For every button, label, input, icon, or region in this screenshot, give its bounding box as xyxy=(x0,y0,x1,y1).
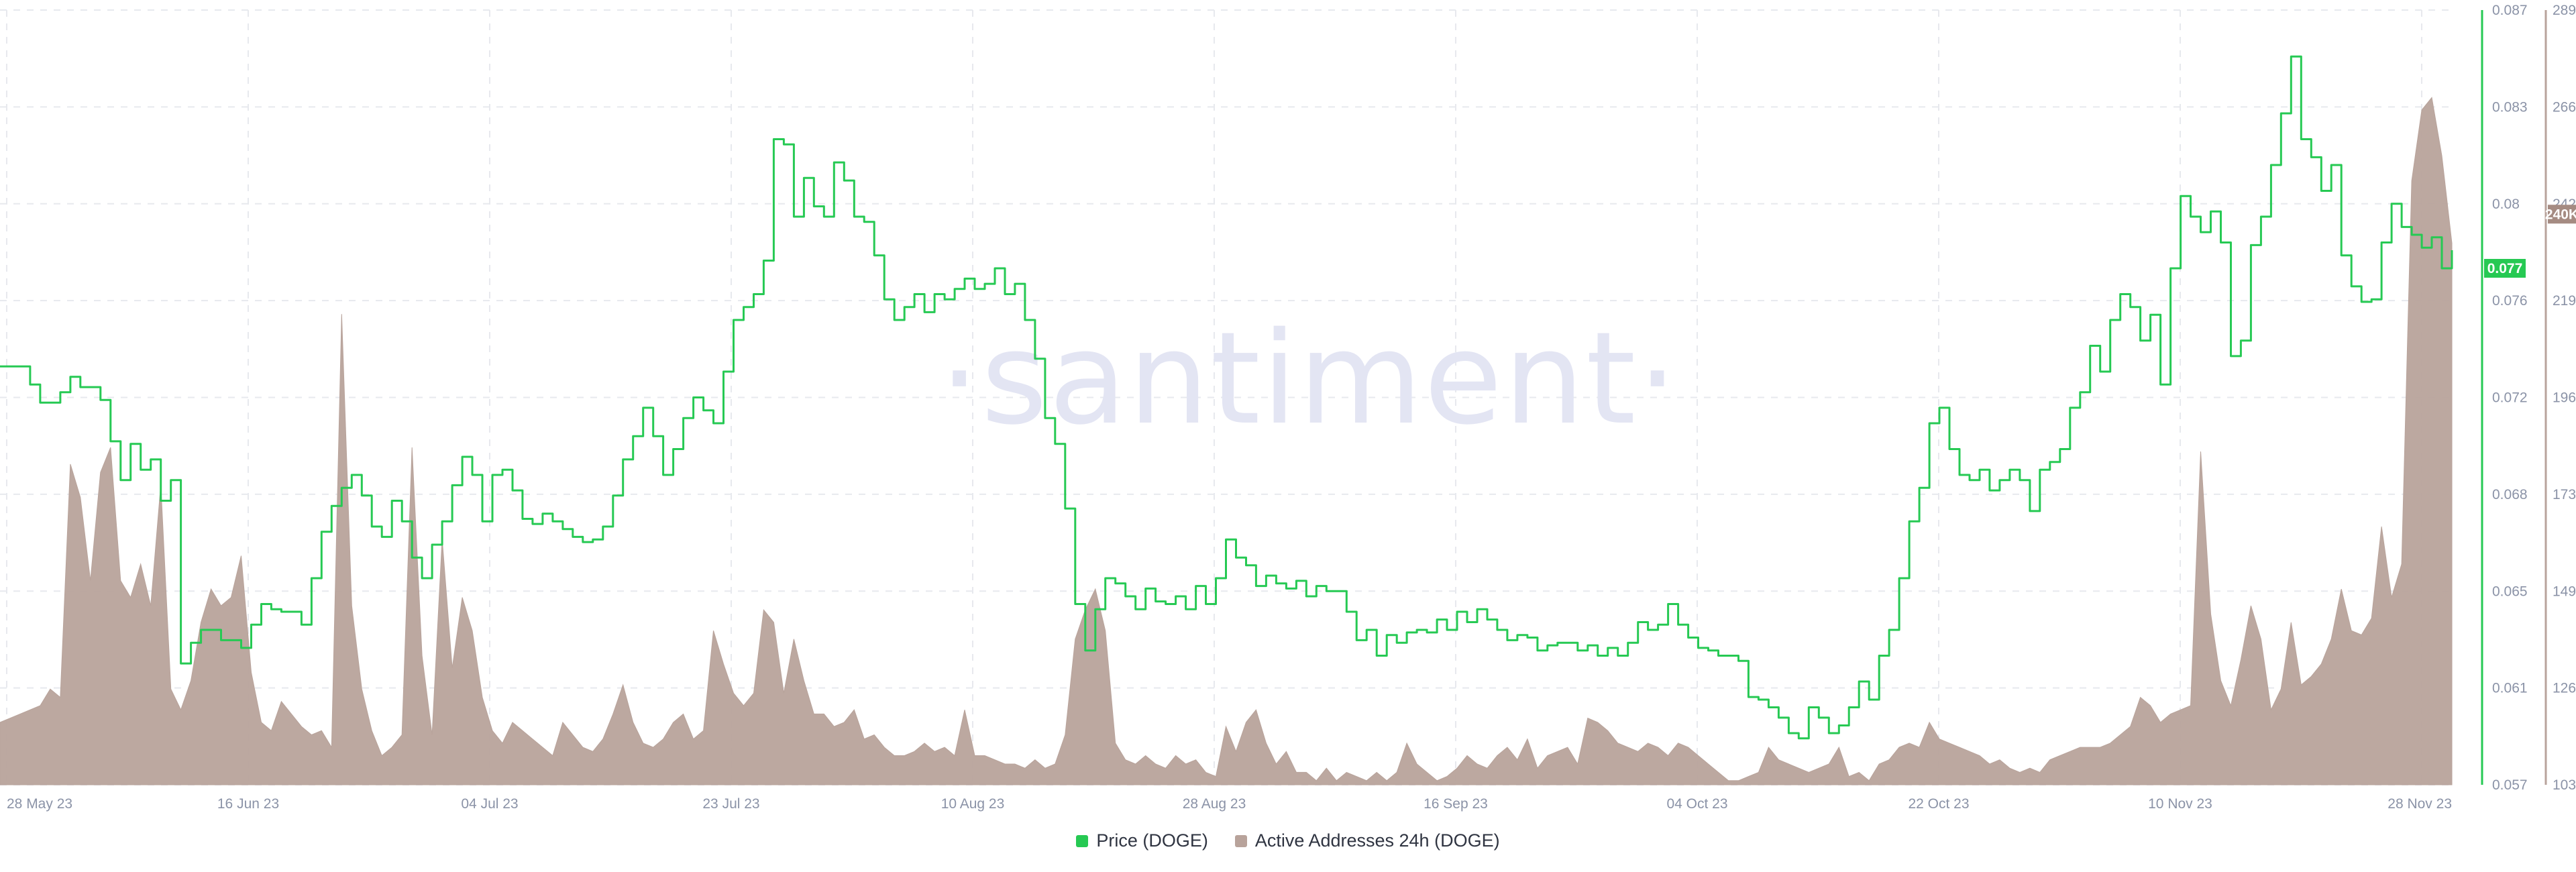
price-tick-label: 0.068 xyxy=(2492,487,2528,502)
x-tick-label: 10 Aug 23 xyxy=(941,796,1005,812)
current-value-tags: 0.077 240K xyxy=(2484,205,2576,278)
addresses-current-tag xyxy=(2548,205,2576,224)
addresses-tick-label: 173K xyxy=(2553,487,2576,502)
price-tick-label: 0.076 xyxy=(2492,293,2528,309)
price-tick-label: 0.065 xyxy=(2492,584,2528,599)
addresses-tick-label: 219K xyxy=(2553,293,2576,309)
price-series-line xyxy=(0,55,2453,740)
price-tick-label: 0.057 xyxy=(2492,777,2528,793)
addresses-tick-label: 103K xyxy=(2553,777,2576,793)
legend-price-label: Price (DOGE) xyxy=(1096,830,1208,851)
addresses-axis-ticks: 289K266K242K219K196K173K149K126K103K xyxy=(2553,3,2576,793)
x-tick-label: 16 Jun 23 xyxy=(217,796,279,812)
active-addresses-area xyxy=(0,97,2453,785)
price-tick-label: 0.08 xyxy=(2492,197,2520,212)
x-tick-label: 10 Nov 23 xyxy=(2148,796,2212,812)
price-current-tag xyxy=(2484,259,2526,278)
active-addresses-series-area xyxy=(0,97,2453,785)
legend-item-active-addresses[interactable]: Active Addresses 24h (DOGE) xyxy=(1234,830,1500,851)
price-tick-label: 0.087 xyxy=(2492,3,2528,18)
x-tick-label: 04 Oct 23 xyxy=(1666,796,1727,812)
price-tick-label: 0.072 xyxy=(2492,390,2528,406)
x-tick-label: 28 Nov 23 xyxy=(2387,796,2452,812)
price-axis-ticks: 0.087 0.083 0.08 0.076 0.072 0.068 0.065 0.061 0… xyxy=(2492,3,2528,793)
santiment-watermark: ·santiment· xyxy=(939,305,1679,453)
active-addresses-swatch-icon xyxy=(1234,834,1247,847)
legend-active-addresses-label: Active Addresses 24h (DOGE) xyxy=(1254,830,1500,851)
price-tick-label: 0.083 xyxy=(2492,99,2528,115)
x-tick-label: 16 Sep 23 xyxy=(1424,796,1488,812)
price-current-value: 0.077 xyxy=(2487,261,2523,276)
price-tick-label: 0.061 xyxy=(2492,681,2528,696)
x-tick-label: 23 Jul 23 xyxy=(702,796,759,812)
addresses-tick-label: 126K xyxy=(2553,681,2576,696)
axes xyxy=(2481,10,2547,785)
addresses-tick-label: 266K xyxy=(2553,99,2576,115)
addresses-current-value: 240K xyxy=(2545,207,2576,222)
legend-item-price[interactable]: Price (DOGE) xyxy=(1076,830,1208,851)
price-swatch-icon xyxy=(1076,834,1089,847)
x-axis-ticks: 28 May 23 16 Jun 23 04 Jul 23 23 Jul 23 10 A… xyxy=(7,796,2452,812)
price-line xyxy=(0,55,2453,740)
addresses-tick-label: 196K xyxy=(2553,390,2576,406)
x-tick-label: 28 Aug 23 xyxy=(1183,796,1246,812)
addresses-tick-label: 289K xyxy=(2553,3,2576,18)
chart-legend: Price (DOGE) Active Addresses 24h (DOGE) xyxy=(0,830,2576,851)
addresses-tick-label: 149K xyxy=(2553,584,2576,599)
x-tick-label: 04 Jul 23 xyxy=(461,796,518,812)
x-tick-label: 22 Oct 23 xyxy=(1908,796,1969,812)
x-tick-label: 28 May 23 xyxy=(7,796,72,812)
